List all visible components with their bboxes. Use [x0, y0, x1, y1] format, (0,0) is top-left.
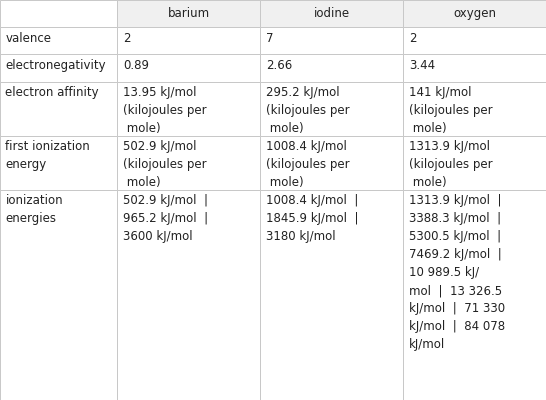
- Bar: [0, 136, 117, 190]
- Bar: [260, 190, 403, 400]
- Bar: [403, 136, 546, 190]
- Bar: [403, 27, 546, 54]
- Bar: [260, 27, 403, 54]
- Bar: [0, 82, 117, 136]
- Bar: [0, 27, 117, 54]
- Bar: [117, 82, 260, 136]
- Text: 1313.9 kJ/mol  |
3388.3 kJ/mol  |
5300.5 kJ/mol  |
7469.2 kJ/mol  |
10 989.5 kJ/: 1313.9 kJ/mol | 3388.3 kJ/mol | 5300.5 k…: [409, 194, 505, 352]
- Bar: [117, 190, 260, 400]
- Text: oxygen: oxygen: [453, 7, 496, 20]
- Bar: [403, 0, 546, 27]
- Text: ionization
energies: ionization energies: [5, 194, 63, 226]
- Text: barium: barium: [168, 7, 210, 20]
- Text: 295.2 kJ/mol
(kilojoules per
 mole): 295.2 kJ/mol (kilojoules per mole): [266, 86, 349, 136]
- Bar: [117, 27, 260, 54]
- Text: 2: 2: [123, 32, 130, 45]
- Text: 1008.4 kJ/mol  |
1845.9 kJ/mol  |
3180 kJ/mol: 1008.4 kJ/mol | 1845.9 kJ/mol | 3180 kJ/…: [266, 194, 358, 244]
- Text: first ionization
energy: first ionization energy: [5, 140, 90, 172]
- Text: electron affinity: electron affinity: [5, 86, 99, 100]
- Bar: [0, 0, 117, 27]
- Bar: [260, 82, 403, 136]
- Bar: [403, 82, 546, 136]
- Text: 502.9 kJ/mol  |
965.2 kJ/mol  |
3600 kJ/mol: 502.9 kJ/mol | 965.2 kJ/mol | 3600 kJ/mo…: [123, 194, 208, 244]
- Bar: [117, 54, 260, 82]
- Bar: [260, 0, 403, 27]
- Text: 502.9 kJ/mol
(kilojoules per
 mole): 502.9 kJ/mol (kilojoules per mole): [123, 140, 206, 190]
- Bar: [260, 54, 403, 82]
- Text: electronegativity: electronegativity: [5, 59, 106, 72]
- Bar: [403, 190, 546, 400]
- Text: 1008.4 kJ/mol
(kilojoules per
 mole): 1008.4 kJ/mol (kilojoules per mole): [266, 140, 349, 190]
- Text: 141 kJ/mol
(kilojoules per
 mole): 141 kJ/mol (kilojoules per mole): [409, 86, 492, 136]
- Bar: [0, 190, 117, 400]
- Bar: [117, 0, 260, 27]
- Text: 1313.9 kJ/mol
(kilojoules per
 mole): 1313.9 kJ/mol (kilojoules per mole): [409, 140, 492, 190]
- Text: 2.66: 2.66: [266, 59, 292, 72]
- Text: 7: 7: [266, 32, 274, 45]
- Bar: [0, 54, 117, 82]
- Text: 3.44: 3.44: [409, 59, 435, 72]
- Bar: [260, 136, 403, 190]
- Text: iodine: iodine: [314, 7, 350, 20]
- Text: 2: 2: [409, 32, 417, 45]
- Text: 0.89: 0.89: [123, 59, 149, 72]
- Bar: [403, 54, 546, 82]
- Bar: [117, 136, 260, 190]
- Text: valence: valence: [5, 32, 51, 45]
- Text: 13.95 kJ/mol
(kilojoules per
 mole): 13.95 kJ/mol (kilojoules per mole): [123, 86, 206, 136]
